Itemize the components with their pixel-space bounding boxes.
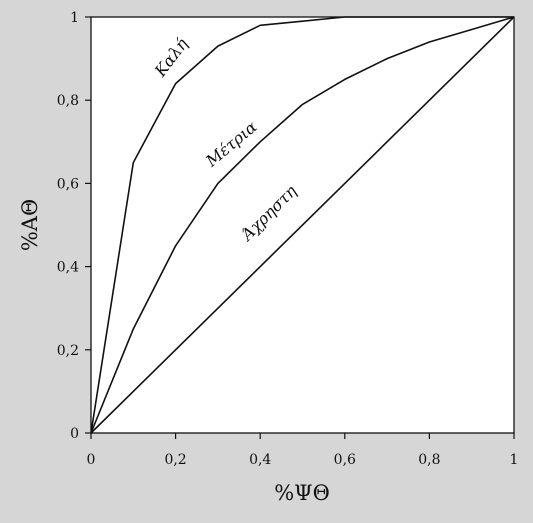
- y-tick-label: 0,8: [57, 93, 79, 109]
- y-tick-label: 0: [70, 426, 79, 442]
- x-tick-label: 0,4: [249, 452, 271, 468]
- x-tick-label: 0,8: [418, 452, 440, 468]
- x-axis-title: %ΨΘ: [274, 481, 330, 505]
- x-tick-label: 1: [510, 452, 519, 468]
- y-axis-title: %ΑΘ: [18, 199, 42, 251]
- y-tick-label: 0,2: [57, 343, 79, 359]
- x-tick-label: 0,2: [164, 452, 186, 468]
- series-line-2: [90, 16, 515, 434]
- axis-ticks: 0 0,2 0,4 0,6 0,8 1 0 0,2 0,4 0,6 0,8 1: [57, 10, 519, 468]
- series-lines: [90, 16, 515, 434]
- x-tick-label: 0: [87, 452, 96, 468]
- series-line-1: [90, 16, 515, 434]
- y-tick-label: 1: [70, 10, 79, 26]
- series-line-0: [90, 16, 514, 434]
- x-tick-label: 0,6: [334, 452, 356, 468]
- y-tick-label: 0,6: [57, 176, 79, 192]
- y-tick-label: 0,4: [57, 260, 79, 276]
